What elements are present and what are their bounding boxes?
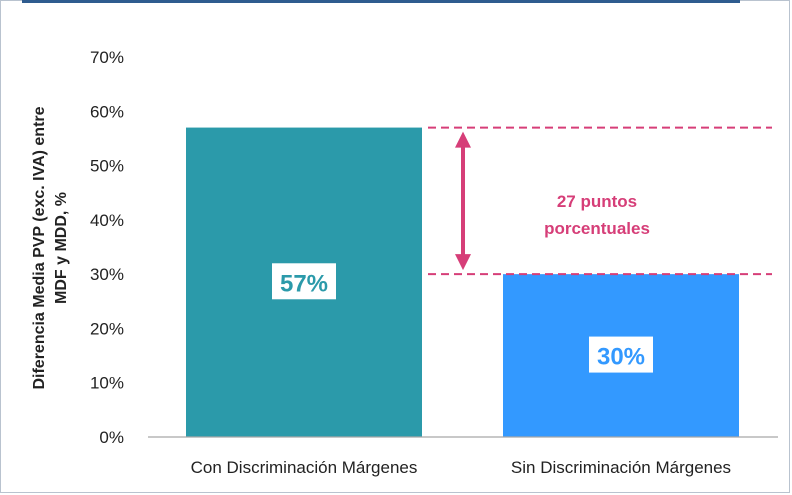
data-label-box	[589, 336, 653, 373]
data-label: 57%	[280, 270, 328, 297]
y-tick-label: 50%	[90, 157, 124, 176]
bars	[186, 127, 739, 438]
y-axis-ticks: 0% 10% 20% 30% 40% 50% 60% 70%	[90, 48, 124, 447]
y-tick-label: 30%	[90, 265, 124, 284]
data-label: 30%	[597, 344, 645, 371]
arrow-head-down-icon	[455, 254, 471, 271]
category-labels: Con Discriminación Márgenes Sin Discrimin…	[191, 458, 731, 477]
y-tick-label: 10%	[90, 374, 124, 393]
y-tick-label: 40%	[90, 211, 124, 230]
data-labels: 57% 30%	[272, 263, 653, 373]
y-tick-label: 0%	[99, 428, 124, 447]
y-axis-label-line-1: Diferencia Media PVP (exc. IVA) entre	[31, 106, 48, 389]
annotation-line-2: porcentuales	[544, 219, 650, 238]
y-tick-label: 70%	[90, 48, 124, 67]
difference-annotation: 27 puntos porcentuales	[428, 126, 772, 276]
y-axis-label: Diferencia Media PVP (exc. IVA) entre MD…	[31, 106, 70, 389]
y-tick-label: 60%	[90, 102, 124, 121]
data-label-box	[272, 263, 336, 300]
annotation-line-1: 27 puntos	[557, 192, 637, 211]
arrow-head-up-icon	[455, 131, 471, 148]
y-axis-label-line-2: MDF y MDD, %	[53, 192, 70, 304]
category-label: Con Discriminación Márgenes	[191, 458, 418, 477]
category-label: Sin Discriminación Márgenes	[511, 458, 731, 477]
top-accent-bar	[22, 0, 740, 3]
y-tick-label: 20%	[90, 319, 124, 338]
